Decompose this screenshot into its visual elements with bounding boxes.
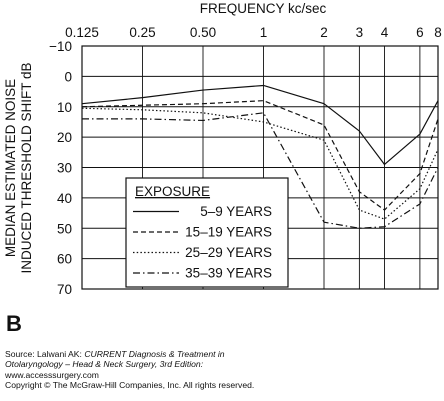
copyright-line: Copyright © The McGraw-Hill Companies, I…	[5, 380, 255, 391]
y-tick-label: 10	[57, 100, 72, 115]
x-tick-label: 4	[381, 25, 389, 40]
grid	[81, 45, 439, 290]
y-axis-label-line-2: INDUCED THRESHOLD SHIFT dB	[19, 62, 34, 273]
x-tick-label: 0.125	[65, 25, 99, 40]
chart-title: FREQUENCY kc/sec	[200, 1, 327, 16]
legend-label-3: 25–29 YEARS	[185, 245, 272, 260]
legend-label-1: 5–9 YEARS	[200, 204, 272, 219]
tick-labels: 0.125 0.25 0.50 1 2 3 4 6 8 −10 0 10 20 30 40 50 60 70	[49, 25, 442, 297]
source-citation: Source: Lalwani AK: CURRENT Diagnosis & …	[5, 349, 441, 391]
source-line-1: Source: Lalwani AK: CURRENT Diagnosis & …	[5, 349, 225, 359]
series-lines	[81, 84, 439, 229]
y-tick-label: 70	[57, 282, 72, 297]
y-tick-label: −10	[49, 39, 72, 54]
y-tick-label: 30	[57, 161, 72, 176]
series-line-3	[81, 107, 439, 220]
y-tick-label: 60	[57, 252, 72, 267]
x-tick-label: 8	[434, 25, 442, 40]
x-tick-label: 1	[260, 25, 268, 40]
series-line-4	[82, 112, 439, 229]
x-tick-label: 3	[356, 25, 364, 40]
legend-label-4: 35–39 YEARS	[185, 266, 272, 281]
y-axis-label-line-1: MEDIAN ESTIMATED NOISE	[3, 79, 18, 257]
legend: EXPOSURE 5–9 YEARS 15–19 YEARS 25–29 YEARS…	[125, 177, 289, 288]
x-tick-label: 6	[416, 25, 424, 40]
legend-title: EXPOSURE	[135, 184, 210, 199]
x-tick-label: 0.25	[129, 25, 155, 40]
source-line-2: Otolaryngology – Head & Neck Surgery, 3r…	[5, 359, 204, 370]
legend-label-2: 15–19 YEARS	[185, 225, 272, 240]
noise-threshold-chart: 0.125 0.25 0.50 1 2 3 4 6 8 −10 0 10 20 30 40 50 60 70 FR…	[3, 1, 442, 297]
x-tick-label: 0.50	[190, 25, 216, 40]
source-line-3[interactable]: www.accesssurgery.com	[5, 369, 99, 380]
x-tick-label: 2	[320, 25, 328, 40]
panel-label: B	[6, 311, 22, 336]
y-tick-label: 40	[57, 191, 72, 206]
series-line-1	[81, 84, 439, 166]
series-line-2	[81, 100, 439, 211]
y-tick-label: 20	[57, 130, 72, 145]
y-tick-label: 50	[57, 221, 72, 236]
y-tick-label: 0	[64, 69, 72, 84]
